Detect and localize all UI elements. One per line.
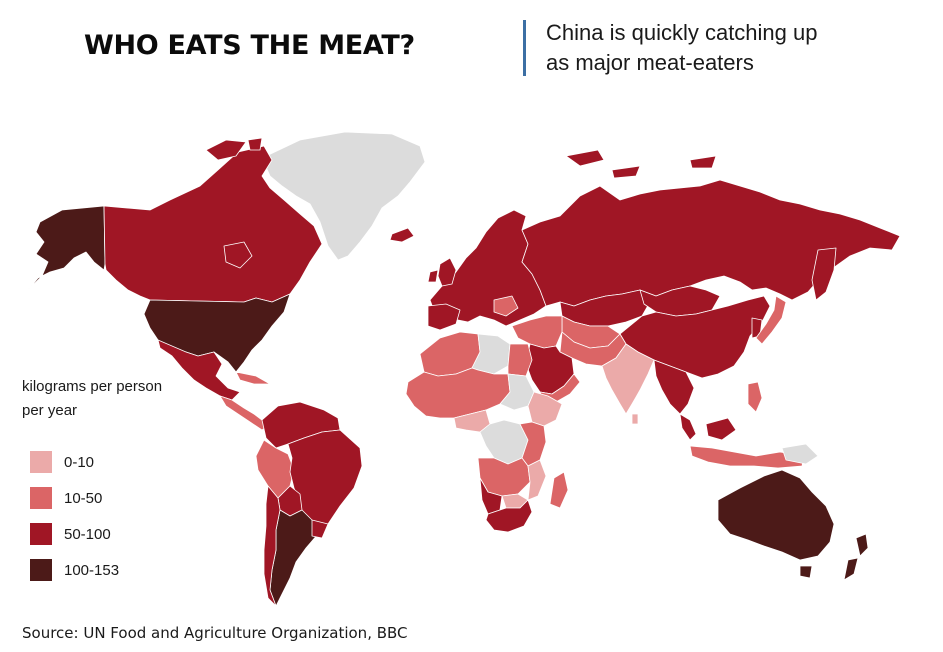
region-new-zealand (843, 533, 869, 581)
legend-label: 50-100 (64, 525, 111, 543)
region-russia-islands (565, 149, 717, 179)
legend-label: 10-50 (64, 489, 103, 507)
legend-title-line-1: kilograms per person (22, 378, 163, 395)
region-tasmania (799, 565, 813, 579)
subtitle-line-1: China is quickly catching up (546, 20, 818, 45)
region-australia (717, 469, 835, 561)
region-iberia (427, 303, 461, 331)
legend-swatch (30, 487, 52, 509)
region-malaysia (679, 413, 737, 441)
legend-label: 100-153 (64, 561, 120, 579)
region-mongolia (639, 285, 721, 317)
region-png (781, 443, 819, 465)
region-uk (427, 257, 457, 287)
title-divider (523, 20, 526, 76)
region-se-asia (653, 359, 695, 415)
region-congo (479, 419, 529, 465)
legend-title: kilograms per person per year (22, 375, 192, 423)
region-japan (755, 295, 787, 345)
region-sudan (499, 373, 535, 411)
legend-label: 0-10 (64, 453, 95, 471)
region-middle-east (511, 315, 563, 349)
region-canada-islands (205, 137, 263, 161)
page-title: WHO EATS THE MEAT? (84, 30, 415, 61)
region-canada (103, 145, 323, 303)
region-greenland (261, 131, 426, 261)
region-mexico (157, 339, 241, 401)
region-indonesia (689, 445, 805, 469)
legend-swatch (30, 451, 52, 473)
region-west-africa (405, 367, 511, 419)
legend-item-10-50: 10-50 (30, 487, 102, 509)
region-india (601, 343, 655, 415)
region-alaska (27, 205, 106, 291)
region-russia-east (811, 247, 837, 301)
region-madagascar (549, 471, 569, 509)
region-chile (263, 485, 281, 607)
legend-title-line-2: per year (22, 402, 78, 419)
region-south-africa (485, 499, 533, 533)
source-credit: Source: UN Food and Agriculture Organiza… (22, 624, 408, 642)
region-iceland (389, 227, 415, 243)
legend-swatch (30, 523, 52, 545)
region-mozambique (527, 459, 547, 501)
subtitle-line-2: as major meat-eaters (546, 50, 754, 75)
region-brazil (287, 429, 363, 533)
page-subtitle: China is quickly catching up as major me… (546, 18, 926, 78)
legend-item-0-10: 0-10 (30, 451, 94, 473)
legend-swatch (30, 559, 52, 581)
legend-item-50-100: 50-100 (30, 523, 111, 545)
legend-item-100-153: 100-153 (30, 559, 119, 581)
region-philippines (747, 381, 763, 413)
region-uruguay (311, 519, 329, 539)
region-russia (521, 179, 901, 307)
region-sri-lanka (631, 413, 639, 425)
region-balkans (493, 295, 519, 317)
map-legend: kilograms per person per year 0-10 10-50… (22, 375, 202, 581)
